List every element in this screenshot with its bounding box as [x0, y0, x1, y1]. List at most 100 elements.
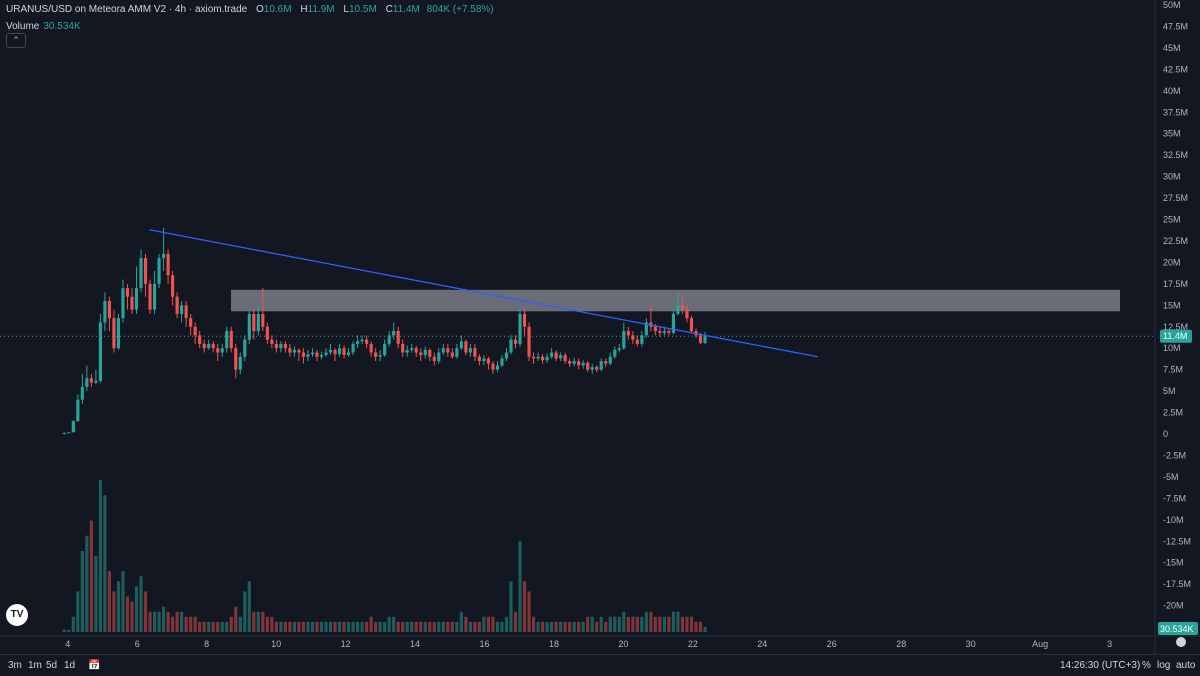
price-tick-label: 45M	[1163, 43, 1181, 53]
candle-body	[211, 343, 215, 349]
range-1d[interactable]: 1d	[64, 660, 76, 671]
date-range-icon[interactable]: 📅	[88, 660, 101, 671]
candle-body	[568, 361, 572, 364]
symbol-title[interactable]: URANUS/USD on Meteora AMM V2 · 4h · axio…	[6, 4, 248, 15]
auto-toggle[interactable]: auto	[1176, 660, 1196, 671]
change-value: 804K (+7.58%)	[426, 4, 494, 15]
candle-body	[468, 348, 472, 353]
candle-body	[414, 348, 418, 353]
volume-bar	[225, 621, 229, 632]
candle-body	[274, 343, 278, 349]
range-3m[interactable]: 3m	[8, 660, 22, 671]
volume-bar	[698, 621, 703, 632]
candle-body	[319, 355, 324, 357]
candle	[482, 355, 486, 366]
time-tick-label: 4	[65, 639, 70, 649]
candle	[536, 352, 540, 362]
candle	[559, 352, 563, 362]
candle	[428, 348, 432, 362]
candle-body	[134, 288, 139, 310]
candle-body	[356, 341, 360, 344]
volume-bar	[301, 621, 306, 632]
volume-bar	[333, 621, 337, 632]
candle-body	[653, 326, 657, 332]
candle	[328, 343, 333, 356]
candle	[527, 322, 531, 362]
volume-bar	[504, 616, 509, 632]
candle	[446, 343, 450, 357]
price-tick-label: 32.5M	[1163, 150, 1188, 160]
candle-body	[477, 356, 481, 362]
candle	[401, 339, 405, 357]
percent-toggle[interactable]: %	[1142, 660, 1151, 671]
volume-bar	[270, 616, 274, 632]
price-axis[interactable]: 50M 47.5M 45M 42.5M 40M 37.5M 35M 32.5M 30M 27.5M…	[1163, 0, 1191, 611]
candle	[256, 305, 260, 336]
price-tick-label: -20M	[1163, 601, 1184, 611]
candle-body	[590, 367, 594, 370]
chevron-up-icon[interactable]: ⌃	[6, 33, 26, 48]
volume-bar	[229, 616, 233, 632]
candle-body	[121, 288, 125, 319]
price-tick-label: -15M	[1163, 558, 1184, 568]
candle	[459, 335, 463, 350]
volume-bar	[590, 616, 594, 632]
candle	[346, 348, 351, 357]
time-axis[interactable]: 4 6 8 10 12 14 16 18 20 22 24 26 28 30 Aug 3	[65, 639, 1112, 649]
resistance-zone	[230, 289, 1121, 312]
candle-body	[550, 352, 554, 357]
volume-bar	[243, 591, 247, 632]
candle	[121, 279, 125, 323]
candle	[180, 301, 184, 323]
candle-body	[130, 296, 134, 310]
candle-body	[491, 363, 495, 370]
candle	[374, 348, 378, 362]
tradingview-logo-icon[interactable]: TV	[6, 604, 28, 626]
candle	[229, 326, 233, 353]
volume-bar	[279, 621, 283, 632]
open-label: O	[255, 4, 264, 15]
range-5d[interactable]: 5d	[46, 660, 58, 671]
volume-bar	[541, 621, 545, 632]
candle-body	[617, 348, 621, 350]
volume-bar	[509, 581, 513, 632]
volume-bar	[166, 611, 170, 632]
candle	[685, 305, 689, 323]
candle-body	[337, 348, 342, 355]
volume-bar	[342, 621, 346, 632]
volume-value-text: 30.534K	[1160, 624, 1194, 634]
candle-body	[216, 348, 220, 353]
scale-settings-icon[interactable]	[1176, 637, 1186, 647]
volume-bar	[310, 621, 315, 632]
volume-legend[interactable]: Volume 30.534K	[6, 21, 81, 32]
volume-bar	[491, 616, 495, 632]
volume-bar	[265, 616, 269, 632]
candle	[342, 345, 346, 359]
candle-body	[513, 339, 518, 344]
volume-bar	[76, 591, 80, 632]
clock[interactable]: 14:26:30 (UTC+3)	[1060, 660, 1141, 671]
candle-body	[482, 358, 486, 362]
volume-bar	[292, 621, 297, 632]
trendline[interactable]	[149, 229, 818, 358]
candle-body	[671, 313, 676, 333]
range-1m[interactable]: 1m	[28, 660, 42, 671]
close-label: C	[385, 4, 393, 15]
volume-bar	[522, 581, 527, 632]
candle	[360, 335, 364, 344]
candle-body	[419, 352, 423, 356]
candle-body	[608, 356, 612, 364]
volume-bar	[477, 621, 481, 632]
volume-bar	[207, 621, 211, 632]
candle	[423, 346, 427, 359]
volume-bar	[238, 616, 242, 632]
volume-bar	[116, 581, 121, 632]
volume-bar	[328, 621, 333, 632]
candle-body	[509, 339, 513, 353]
candle-body	[572, 361, 576, 364]
open-value: 10.6M	[263, 4, 292, 15]
candle-body	[306, 354, 310, 357]
log-toggle[interactable]: log	[1157, 660, 1171, 671]
time-tick-label: 16	[479, 639, 489, 649]
